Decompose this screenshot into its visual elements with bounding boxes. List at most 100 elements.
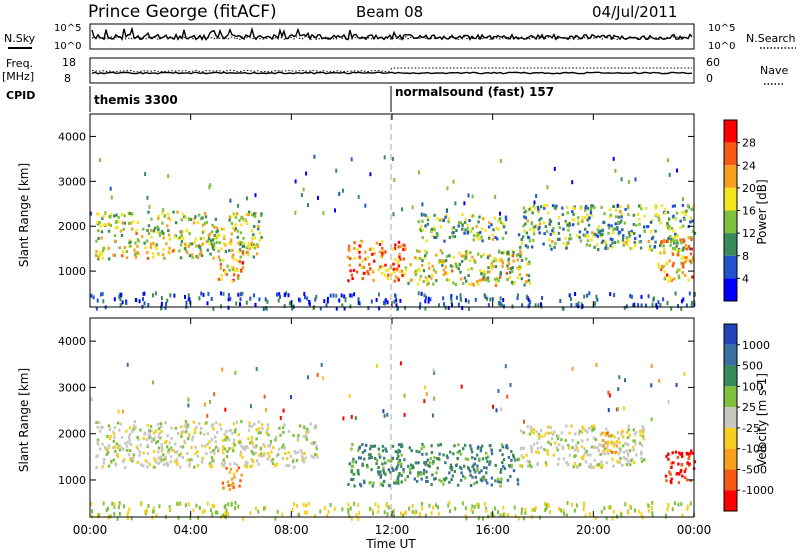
power-echo-cell <box>591 231 594 235</box>
velocity-echo-cell <box>500 443 504 447</box>
power-ground-scatter-cell <box>570 297 572 302</box>
power-echo-cell <box>600 235 603 239</box>
power-sparse-echo-cell <box>237 203 240 208</box>
power-echo-cell <box>467 274 470 278</box>
velocity-ground-scatter-cell <box>411 504 414 508</box>
velocity-echo-cell <box>350 478 353 482</box>
power-echo-cell <box>205 220 209 224</box>
power-echo-cell <box>136 244 139 248</box>
power-echo-cell <box>605 243 608 247</box>
velocity-echo-cell <box>184 430 187 434</box>
velocity-echo-cell <box>237 433 240 437</box>
velocity-echo-cell <box>222 451 225 455</box>
velocity-echo-cell <box>128 438 131 442</box>
velocity-echo-cell <box>640 444 644 447</box>
power-colorbar-swatch-7 <box>724 278 737 301</box>
power-echo-cell <box>686 258 689 262</box>
velocity-echo-cell <box>210 456 214 460</box>
power-sparse-echo-cell <box>229 198 232 203</box>
power-echo-cell <box>397 240 401 244</box>
velocity-echo-cell <box>398 472 401 475</box>
velocity-echo-cell <box>384 461 387 465</box>
power-sparse-echo-cell <box>104 211 107 215</box>
velocity-echo-cell <box>297 434 300 437</box>
power-echo-cell <box>361 277 364 281</box>
velocity-echo-cell <box>573 455 576 458</box>
power-echo-cell <box>103 223 106 227</box>
velocity-echo-cell <box>625 463 629 467</box>
power-echo-cell <box>527 279 531 282</box>
velocity-echo-cell <box>453 444 456 448</box>
power-echo-cell <box>247 242 250 246</box>
power-echo-cell <box>638 240 641 244</box>
velocity-echo-cell <box>179 445 183 449</box>
velocity-echo-cell <box>124 466 127 470</box>
power-echo-cell <box>147 210 150 214</box>
velocity-ground-scatter-cell <box>454 506 457 511</box>
power-echo-cell <box>127 221 131 225</box>
velocity-ground-scatter-cell <box>358 510 361 515</box>
power-echo-cell <box>95 253 98 257</box>
power-echo-cell <box>171 249 175 253</box>
power-echo-cell <box>258 238 262 242</box>
velocity-echo-cell <box>286 457 289 460</box>
power-echo-cell <box>440 217 444 221</box>
power-echo-cell <box>516 266 519 270</box>
power-echo-cell <box>232 257 236 261</box>
power-echo-cell <box>425 239 428 243</box>
velocity-echo-cell <box>166 464 170 467</box>
power-echo-cell <box>237 250 241 254</box>
power-echo-cell <box>100 236 103 240</box>
power-echo-cell <box>523 283 526 287</box>
velocity-echo-cell <box>456 451 459 454</box>
power-echo-cell <box>581 216 584 220</box>
velocity-echo-cell <box>463 443 467 447</box>
velocity-ground-scatter-cell <box>651 500 654 505</box>
power-echo-cell <box>655 212 658 216</box>
velocity-echo-cell <box>101 425 104 429</box>
velocity-echo-cell <box>426 458 430 462</box>
power-echo-cell <box>431 264 434 268</box>
velocity-echo-cell <box>484 478 488 482</box>
velocity-echo-cell <box>143 432 146 436</box>
velocity-echo-cell <box>450 466 454 470</box>
velocity-ground-scatter-cell <box>611 516 614 521</box>
velocity-echo-cell <box>247 428 251 432</box>
power-ground-scatter-cell <box>357 301 360 305</box>
power-echo-cell <box>236 212 239 216</box>
power-echo-cell <box>191 256 194 260</box>
velocity-echo-cell <box>445 476 448 480</box>
power-echo-cell <box>528 227 532 231</box>
velocity-echo-cell <box>543 448 546 452</box>
velocity-echo-cell <box>148 462 152 466</box>
velocity-echo-cell <box>450 478 453 481</box>
velocity-echo-cell <box>583 447 586 451</box>
power-echo-cell <box>470 267 473 271</box>
power-echo-cell <box>554 207 558 211</box>
power-echo-cell <box>674 216 677 220</box>
velocity-ground-scatter-cell <box>187 502 190 507</box>
velocity-colorbar-frame <box>723 323 738 512</box>
velocity-echo-cell <box>384 447 387 451</box>
power-echo-cell <box>639 246 643 250</box>
freq-right-tick-bottom: 0 <box>706 72 713 85</box>
velocity-ground-scatter-cell <box>145 508 148 513</box>
power-echo-cell <box>511 254 514 258</box>
velocity-ground-scatter-cell <box>274 516 277 521</box>
power-echo-cell <box>253 246 256 250</box>
velocity-ground-scatter-cell <box>225 508 228 513</box>
velocity-echo-cell <box>469 473 472 477</box>
velocity-ytick-label-1: 2000 <box>58 428 86 441</box>
power-sparse-echo-cell <box>667 158 670 163</box>
power-ground-scatter-cell <box>165 301 168 306</box>
power-echo-cell <box>223 270 227 274</box>
velocity-ground-scatter-cell <box>374 502 377 507</box>
power-echo-cell <box>415 249 419 253</box>
power-echo-cell <box>190 253 194 257</box>
velocity-ground-scatter-cell <box>314 514 317 518</box>
velocity-colorbar-swatch-8 <box>724 490 737 511</box>
power-echo-cell <box>250 237 254 241</box>
power-echo-cell <box>566 241 569 245</box>
power-echo-cell <box>460 260 464 263</box>
velocity-echo-cell <box>582 457 585 461</box>
